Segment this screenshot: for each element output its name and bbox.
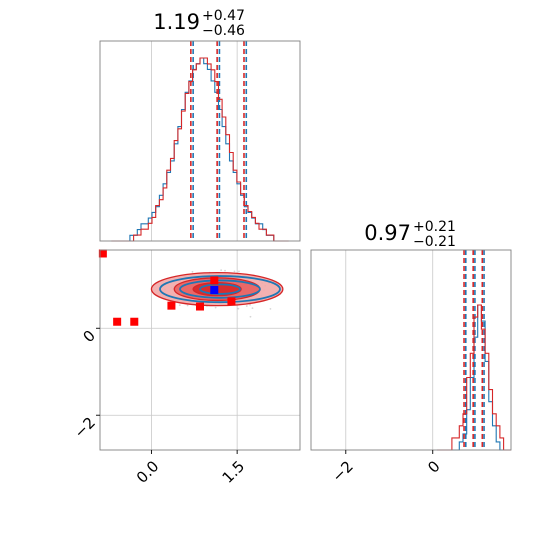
histogram-param2-series [437, 304, 511, 451]
histogram-param1-series [111, 57, 289, 242]
sample-point [191, 270, 194, 273]
sample-point [249, 303, 251, 306]
x-tick-label-param1: 0.0 [133, 457, 163, 487]
sample-point [245, 305, 248, 307]
sample-point [220, 269, 223, 272]
sample-point [178, 304, 181, 307]
x-tick-label-param1: 1.5 [219, 457, 249, 487]
sample-point [238, 270, 240, 273]
sample-point [237, 307, 240, 310]
param1-title-lower: −0.46 [202, 23, 245, 39]
sample-point [249, 315, 252, 318]
marker-point [98, 249, 107, 258]
panel-top-left [100, 41, 300, 241]
marker-point [196, 302, 204, 311]
param2-title-upper: +0.21 [413, 219, 456, 235]
param1-title-upper: +0.47 [202, 8, 245, 24]
panel-bottom-right [311, 250, 511, 450]
marker-point [210, 276, 219, 285]
marker-point [227, 297, 236, 306]
param2-title-value: 0.97 [364, 221, 411, 245]
contour-line [179, 279, 261, 299]
sample-point [214, 306, 217, 309]
marker-point [113, 317, 122, 326]
sample-point [224, 269, 226, 272]
contour-line [199, 283, 241, 295]
frame-bottom-right [310, 249, 512, 451]
contour-line [159, 275, 281, 304]
x-tick-label-param2: 0 [424, 457, 443, 476]
sample-point [186, 304, 189, 307]
y-tick-label-param2: −2 [71, 413, 99, 441]
param1-title-value: 1.19 [153, 10, 200, 34]
sample-point [233, 270, 236, 273]
frame-bottom-left [99, 249, 301, 451]
marker-point [210, 286, 219, 294]
x-tick-label-param2: −2 [328, 457, 356, 485]
y-tick-label-param2: 0 [80, 327, 99, 346]
marker-point [130, 317, 139, 326]
param2-title-lower: −0.21 [413, 234, 456, 250]
frame-top-left [99, 40, 301, 242]
marker-point [167, 301, 176, 310]
sample-point [269, 307, 272, 310]
sample-point [251, 307, 254, 310]
